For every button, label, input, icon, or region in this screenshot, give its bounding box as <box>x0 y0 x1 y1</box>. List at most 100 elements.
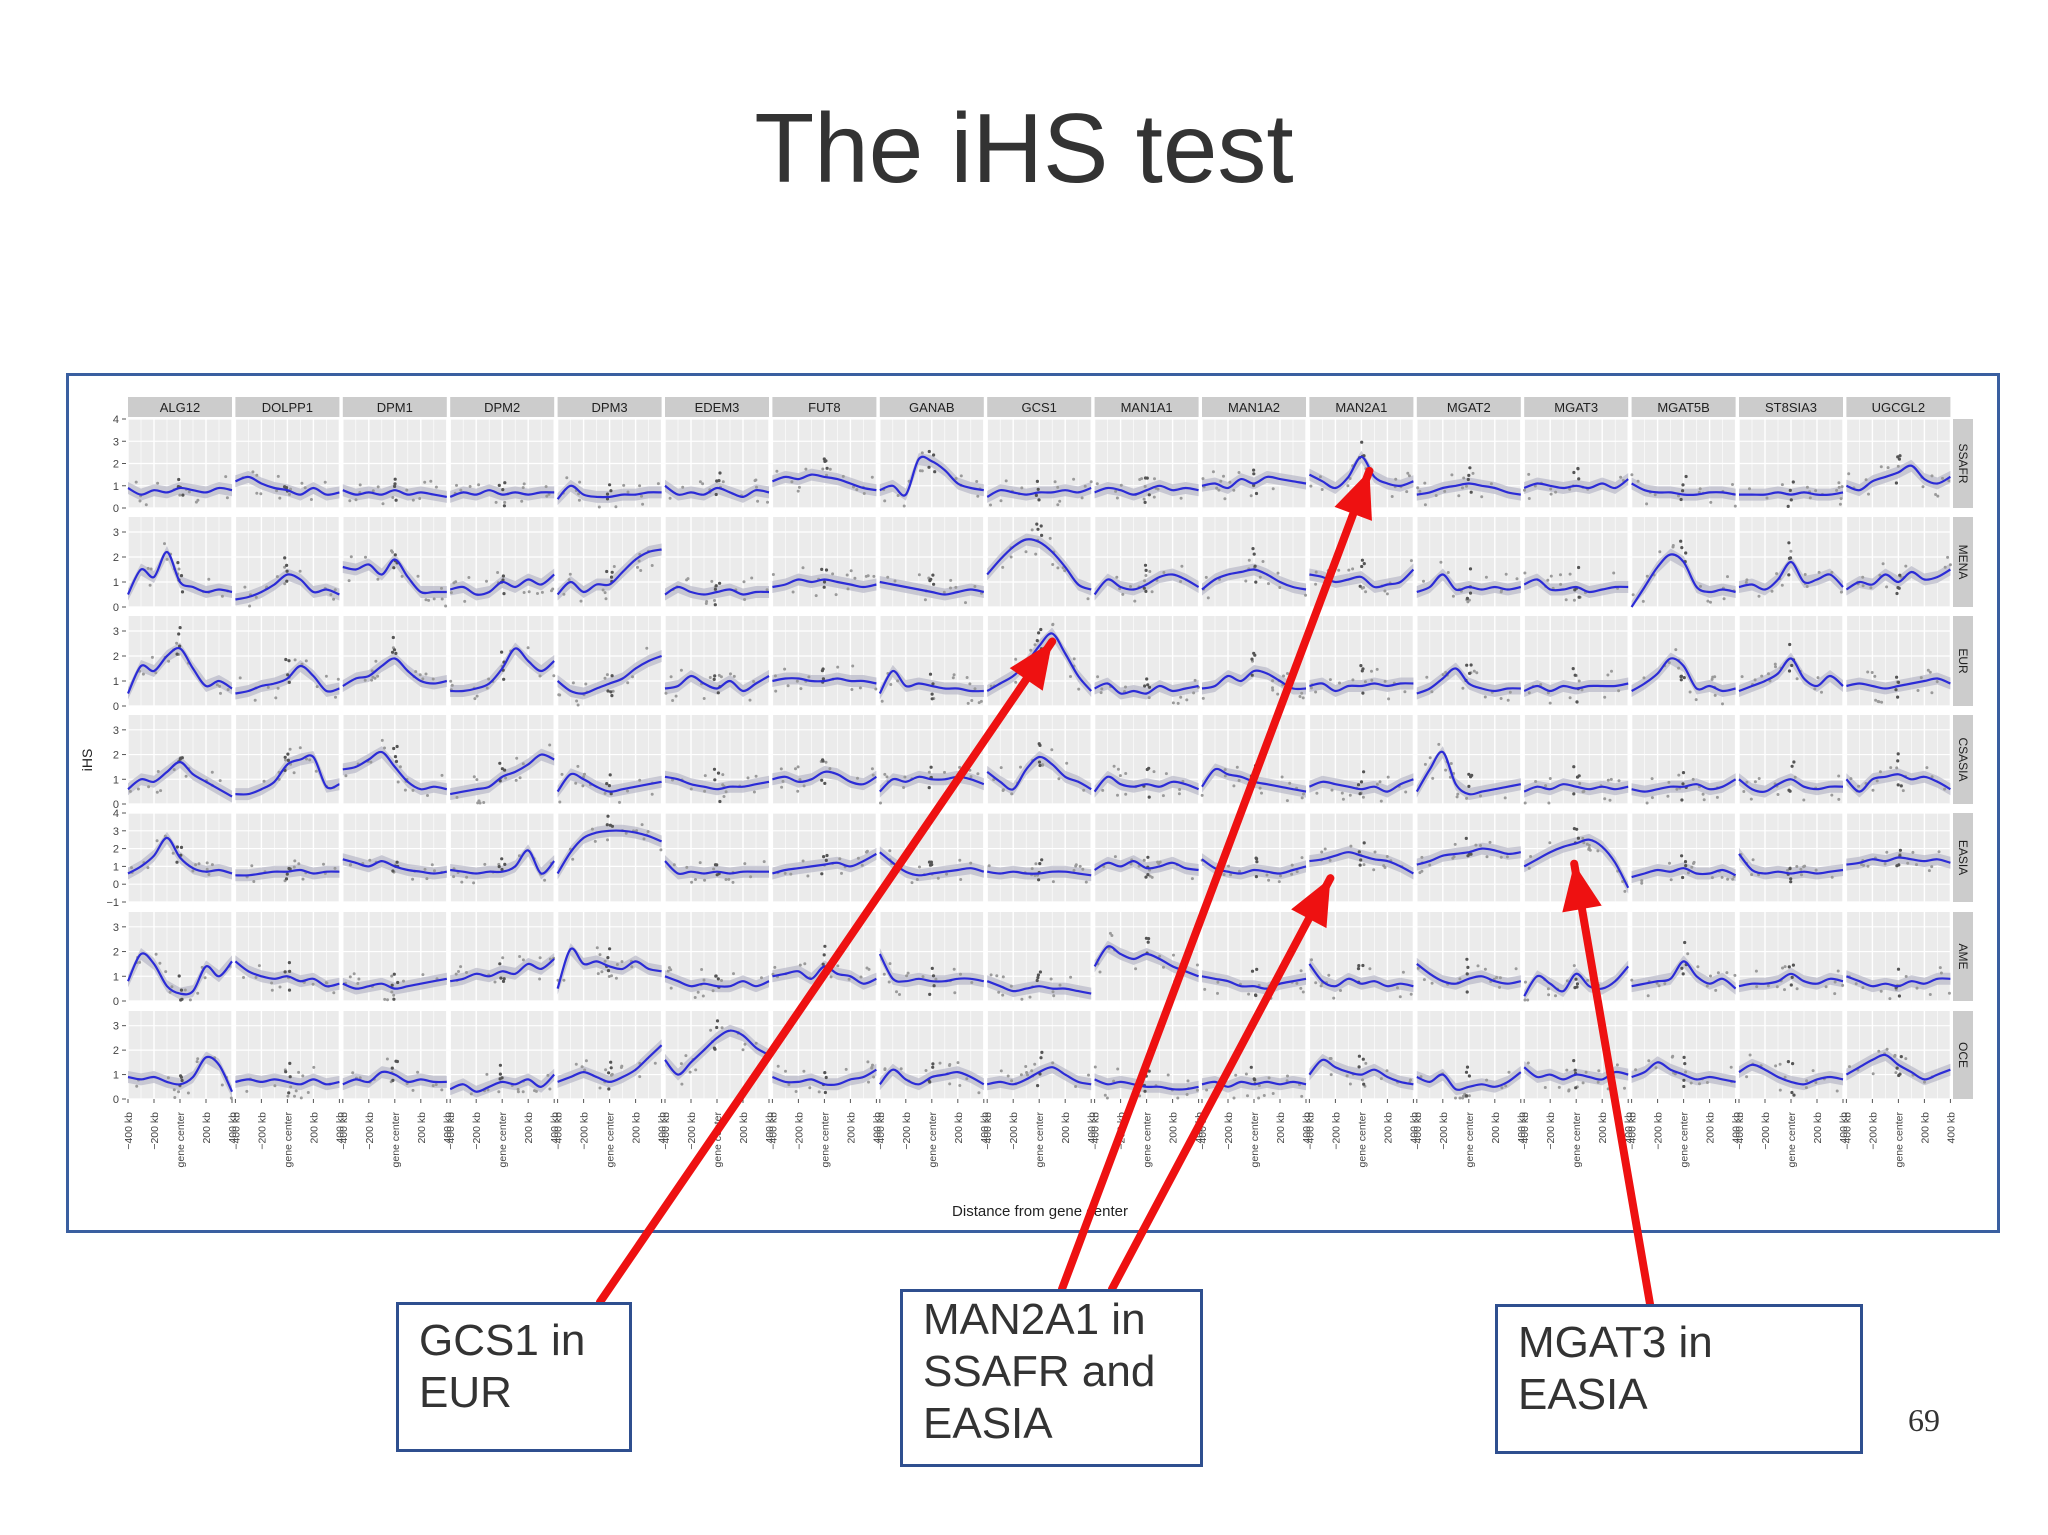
data-point <box>851 664 855 668</box>
data-point <box>1430 981 1434 985</box>
data-point <box>1930 775 1934 779</box>
data-point <box>159 789 163 793</box>
data-point <box>1742 790 1746 793</box>
series-line-dpm2-csasia <box>450 753 555 796</box>
data-point <box>1215 486 1219 490</box>
data-point <box>1323 847 1327 851</box>
data-point <box>1508 690 1512 694</box>
data-point <box>503 862 507 867</box>
data-point <box>1774 1064 1778 1068</box>
data-point <box>610 694 614 698</box>
data-point <box>932 453 936 457</box>
data-point <box>1456 792 1460 796</box>
data-point <box>1462 476 1466 480</box>
data-point <box>1113 855 1117 859</box>
data-point <box>1375 782 1379 786</box>
data-point <box>762 860 766 864</box>
data-point <box>146 566 150 570</box>
data-point <box>371 675 375 679</box>
data-point <box>609 690 613 694</box>
data-point <box>1252 552 1256 556</box>
facet-strip-alg12 <box>128 397 232 417</box>
series-line-ugcgl2-ame <box>1846 975 1951 988</box>
callout-line: EASIA <box>1518 1370 1648 1419</box>
data-point <box>1748 487 1751 491</box>
data-point <box>1019 1073 1023 1077</box>
data-point <box>601 588 605 592</box>
data-point <box>712 677 716 682</box>
data-point <box>1098 970 1102 974</box>
data-point <box>1586 978 1590 982</box>
confidence-band <box>1631 773 1736 798</box>
data-point <box>178 644 182 648</box>
data-point <box>1024 1065 1028 1068</box>
data-point <box>1172 953 1175 957</box>
data-point <box>603 591 607 595</box>
data-point <box>243 585 247 589</box>
data-point <box>567 578 571 582</box>
data-point <box>607 1071 611 1075</box>
x-tick-label: gene center <box>1571 1112 1583 1168</box>
data-point <box>1847 472 1851 476</box>
data-point <box>1267 582 1270 586</box>
data-point <box>450 683 454 687</box>
facet-row-strip-mena <box>1953 517 1973 607</box>
data-point <box>1786 504 1790 508</box>
data-point <box>1255 967 1259 972</box>
data-point <box>895 990 898 994</box>
data-point <box>1788 488 1792 492</box>
data-point <box>607 975 611 978</box>
data-point <box>771 573 775 576</box>
data-point <box>864 574 868 578</box>
data-point <box>1789 498 1793 502</box>
y-tick-label: 0 <box>113 701 119 713</box>
data-point <box>288 492 291 496</box>
data-point <box>284 758 287 762</box>
data-point <box>1467 784 1471 789</box>
series-line-dolpp1-ssafr <box>234 475 340 496</box>
data-point <box>1781 966 1784 970</box>
x-tick-label: −400 kb <box>123 1112 135 1150</box>
data-point <box>411 1088 415 1092</box>
data-point <box>928 992 932 997</box>
data-point <box>888 849 892 853</box>
data-point <box>743 1042 747 1046</box>
data-point <box>1244 579 1248 583</box>
confidence-band <box>557 479 662 506</box>
data-point <box>298 746 302 750</box>
data-point <box>714 492 718 497</box>
data-point <box>1837 774 1841 778</box>
data-point <box>1901 789 1905 793</box>
data-point <box>693 996 697 999</box>
data-point <box>987 864 991 868</box>
data-point <box>128 789 132 793</box>
data-point <box>959 972 962 976</box>
data-point <box>1765 496 1769 500</box>
data-point <box>1158 954 1162 958</box>
data-point <box>369 760 373 764</box>
data-point <box>1725 971 1729 975</box>
data-point <box>1549 487 1553 491</box>
data-point <box>1407 474 1411 478</box>
data-point <box>1679 539 1683 543</box>
data-point <box>1568 487 1572 491</box>
data-point <box>1572 765 1576 769</box>
data-point <box>398 765 402 769</box>
data-point <box>1247 558 1251 562</box>
data-point <box>1523 998 1527 1002</box>
data-point <box>1690 865 1694 869</box>
data-point <box>220 1083 224 1087</box>
data-point <box>501 578 505 582</box>
data-point <box>1078 864 1082 868</box>
data-point <box>1072 868 1076 872</box>
facet-strip-label: FUT8 <box>808 400 841 415</box>
data-point <box>1357 964 1361 968</box>
data-point <box>150 655 154 659</box>
facet-strip-mgat3 <box>1524 397 1629 417</box>
data-point <box>1150 590 1154 594</box>
data-point <box>449 591 453 595</box>
data-point <box>164 970 168 974</box>
confidence-band <box>879 665 984 700</box>
data-point <box>718 581 722 585</box>
data-point <box>253 698 257 702</box>
